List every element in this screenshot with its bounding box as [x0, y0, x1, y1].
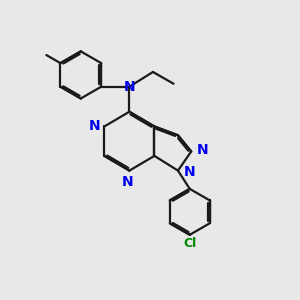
Text: N: N	[88, 119, 100, 134]
Text: N: N	[122, 175, 134, 189]
Text: Cl: Cl	[183, 237, 196, 250]
Text: N: N	[183, 165, 195, 179]
Text: N: N	[196, 143, 208, 157]
Text: N: N	[124, 80, 136, 94]
